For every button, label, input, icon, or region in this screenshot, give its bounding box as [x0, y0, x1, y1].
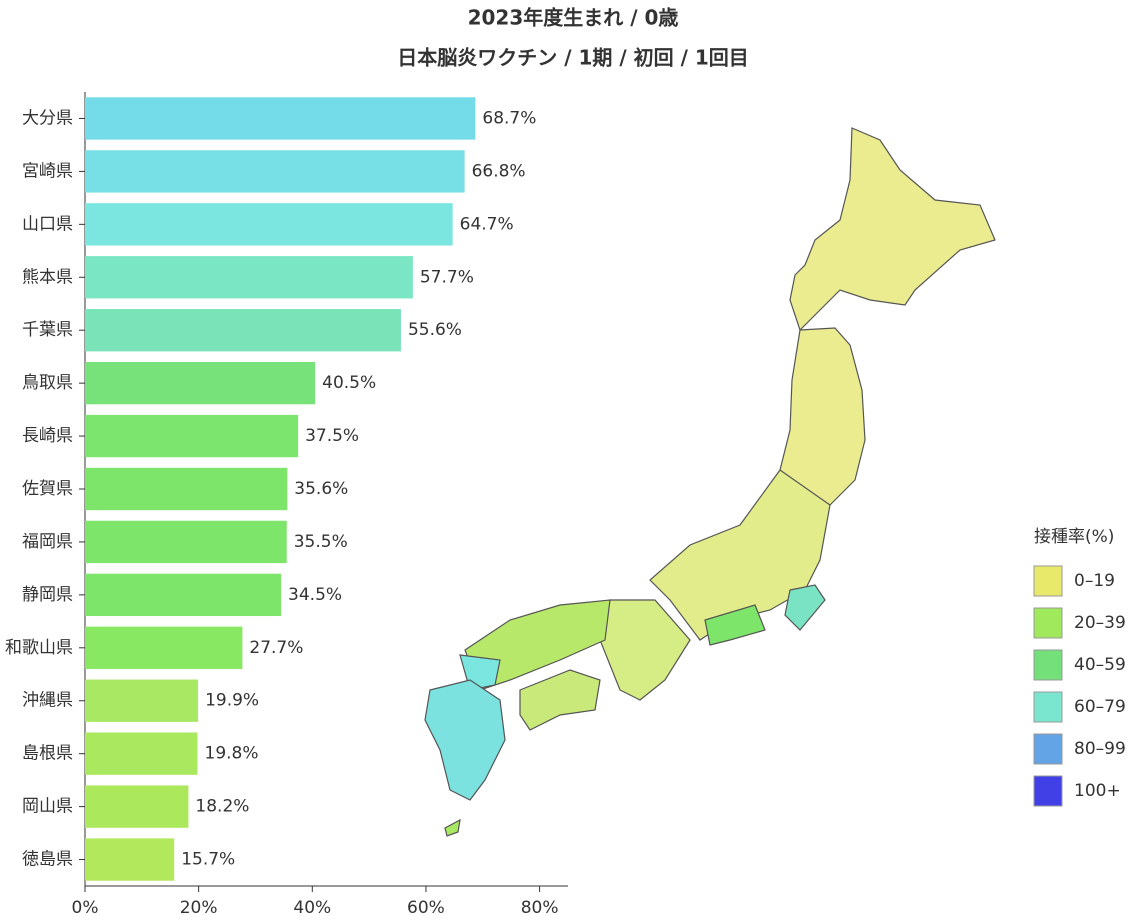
bar	[85, 256, 413, 299]
legend-swatch	[1033, 607, 1063, 639]
y-tick-label: 宮崎県	[22, 161, 73, 181]
legend-swatch	[1033, 649, 1063, 681]
y-tick-label: 静岡県	[22, 585, 73, 605]
value-label: 19.8%	[205, 744, 259, 764]
legend-label: 0–19	[1074, 571, 1115, 591]
x-tick-label: 0%	[72, 898, 99, 918]
y-tick-label: 鳥取県	[22, 373, 73, 393]
value-label: 40.5%	[322, 373, 376, 393]
y-tick-label: 和歌山県	[5, 638, 73, 658]
bar	[85, 838, 175, 881]
legend-label: 20–39	[1074, 613, 1126, 633]
value-label: 55.6%	[408, 320, 462, 340]
legend-label: 100+	[1074, 781, 1121, 801]
legend-label: 80–99	[1074, 739, 1126, 759]
kinki	[599, 599, 691, 701]
bar	[85, 203, 453, 246]
y-tick-label: 岡山県	[22, 797, 73, 817]
value-label: 66.8%	[472, 161, 526, 181]
legend-label: 60–79	[1074, 697, 1126, 717]
value-label: 37.5%	[305, 426, 359, 446]
hokkaido	[789, 127, 996, 332]
bar	[85, 467, 288, 511]
bar	[85, 361, 316, 405]
value-label: 34.5%	[288, 585, 342, 605]
chart-title: 2023年度生まれ / 0歳	[468, 6, 679, 30]
x-tick-label: 20%	[180, 898, 218, 918]
value-label: 68.7%	[482, 108, 536, 128]
legend-title: 接種率(%)	[1034, 527, 1114, 547]
chiba	[784, 584, 826, 631]
value-label: 15.7%	[181, 850, 235, 870]
value-label: 18.2%	[195, 797, 249, 817]
x-tick-label: 80%	[521, 898, 559, 918]
y-tick-label: 沖縄県	[22, 691, 73, 711]
chart-subtitle: 日本脳炎ワクチン / 1期 / 初回 / 1回目	[397, 46, 749, 70]
value-label: 35.6%	[294, 479, 348, 499]
bar	[85, 414, 299, 458]
tohoku	[779, 327, 866, 506]
bar	[85, 309, 401, 352]
bar	[85, 97, 476, 140]
bar	[85, 732, 198, 775]
y-tick-label: 徳島県	[22, 850, 73, 870]
okinawa	[444, 818, 461, 837]
kyushu	[424, 679, 506, 801]
value-label: 27.7%	[249, 638, 303, 658]
y-tick-label: 山口県	[22, 214, 73, 234]
bar	[85, 679, 199, 722]
shikoku	[519, 669, 601, 731]
bar	[85, 520, 287, 564]
y-tick-label: 島根県	[22, 744, 73, 764]
legend-label: 40–59	[1074, 655, 1126, 675]
bar	[85, 150, 465, 193]
chugoku	[464, 599, 611, 691]
y-tick-label: 佐賀県	[22, 479, 73, 499]
value-label: 57.7%	[420, 267, 474, 287]
bar	[85, 626, 243, 669]
bar	[85, 573, 282, 617]
legend-swatch	[1033, 565, 1063, 597]
shizuoka	[704, 604, 766, 646]
legend-swatch	[1033, 775, 1063, 807]
japan-map	[424, 127, 996, 837]
value-label: 35.5%	[294, 532, 348, 552]
x-tick-label: 60%	[407, 898, 445, 918]
y-tick-label: 福岡県	[22, 532, 73, 552]
y-tick-label: 長崎県	[22, 426, 73, 446]
y-tick-label: 大分県	[22, 108, 73, 128]
bar	[85, 785, 189, 828]
value-label: 64.7%	[460, 214, 514, 234]
value-label: 19.9%	[205, 691, 259, 711]
y-tick-label: 熊本県	[22, 267, 73, 287]
legend-swatch	[1033, 733, 1063, 765]
x-tick-label: 40%	[293, 898, 331, 918]
legend-swatch	[1033, 691, 1063, 723]
y-tick-label: 千葉県	[22, 320, 73, 340]
